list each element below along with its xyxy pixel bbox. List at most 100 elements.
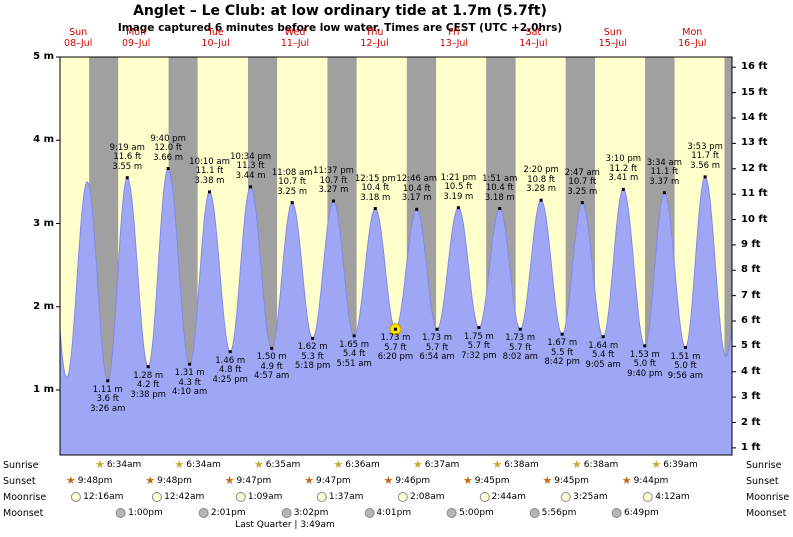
moonset-time: 5:00pm (459, 508, 494, 518)
moonset-time: 1:00pm (128, 508, 163, 518)
sunset-star-icon: ★ (65, 474, 76, 487)
moonset-time: 5:56pm (541, 508, 577, 518)
tide-extremum-dot (621, 187, 625, 191)
sunrise-time: 6:34am (106, 460, 142, 470)
low-tide-label: 1.73 m 5.7 ft 6:54 am (411, 334, 463, 363)
sunrise-star-icon: ★ (253, 458, 264, 471)
day-date: 08–Jul (64, 38, 93, 49)
tide-extremum-dot (662, 191, 666, 195)
moonset-entry: 1:00pm (116, 507, 163, 519)
tide-extremum-dot (703, 175, 707, 179)
sunset-star-icon: ★ (224, 474, 235, 487)
tide-time: 3:10 pm (605, 154, 642, 165)
sunrise-entry: ★ 6:39am (651, 459, 697, 471)
y-axis-label-ft: 10 ft (741, 213, 768, 225)
tide-extremum-dot (518, 327, 522, 331)
moonrise-entry: 1:37am (316, 491, 363, 503)
sunrise-entry: ★ 6:38am (572, 459, 618, 471)
moonrise-entry: 4:12am (643, 491, 690, 503)
moonrise-icon (643, 492, 654, 502)
moonrise-icon (235, 492, 246, 502)
tide-height-ft: 5.5 ft (550, 347, 574, 358)
sunset-star-icon: ★ (383, 474, 394, 487)
day-name: Tue (207, 27, 224, 38)
moonset-entry: 6:49pm (612, 507, 659, 519)
y-axis-label-m: 5 m (33, 51, 54, 62)
tide-extremum-dot (249, 185, 253, 189)
tide-extremum-dot (560, 332, 564, 336)
tide-height-m: 1.50 m (256, 352, 287, 363)
moonset-entry: 3:02pm (281, 507, 328, 519)
tide-height-m: 3.17 m (401, 193, 432, 204)
low-tide-label: 1.65 m 5.4 ft 5:51 am (328, 339, 380, 370)
day-label: Sun 08–Jul (64, 27, 92, 49)
tide-time: 8:42 pm (544, 357, 580, 368)
tide-time: 4:57 am (254, 371, 290, 382)
tide-time: 3:26 am (90, 403, 126, 414)
sunrise-time: 6:37am (424, 460, 460, 470)
tide-time: 10:34 pm (230, 151, 271, 162)
low-tide-label: 1.28 m 4.2 ft 3:38 pm (122, 371, 174, 401)
y-axis-label-m: 2 m (33, 300, 54, 312)
y-axis-label-ft: 5 ft (741, 340, 761, 352)
tide-height-m: 3.18 m (360, 192, 391, 203)
high-tide-label: 12:15 pm 10.4 ft 3.18 m (349, 174, 401, 204)
tide-height-m: 1.65 m (339, 339, 370, 350)
y-axis-label-ft: 8 ft (741, 264, 761, 276)
tide-height-ft: 11.1 ft (650, 167, 679, 178)
tide-extremum-dot (311, 336, 315, 340)
tide-height-m: 1.75 m (463, 331, 494, 342)
tide-height-ft: 4.3 ft (178, 377, 201, 388)
high-tide-label: 3:34 am 11.1 ft 3.37 m (638, 158, 690, 188)
moonset-entry: 4:01pm (364, 507, 411, 519)
sunset-star-icon: ★ (145, 474, 156, 487)
tide-extremum-dot (498, 207, 502, 211)
day-date: 13–Jul (439, 38, 469, 49)
tide-height-ft: 11.1 ft (195, 166, 224, 177)
tide-extremum-dot (228, 350, 232, 354)
day-date: 10–Jul (201, 38, 230, 49)
tide-time: 4:10 am (172, 387, 208, 398)
day-label: Mon 09–Jul (122, 27, 150, 49)
sunset-entry: ★ 9:46pm (384, 475, 431, 487)
moonrise-time: 2:08am (410, 492, 445, 502)
tide-height-m: 1.64 m (588, 340, 619, 351)
moonrise-time: 12:42am (164, 492, 205, 502)
tide-height-ft: 5.4 ft (342, 349, 366, 360)
day-label: Thu 12–Jul (360, 27, 388, 49)
sunset-time: 9:46pm (395, 476, 431, 486)
high-tide-label: 10:10 am 11.1 ft 3.38 m (184, 156, 236, 187)
high-tide-label: 12:46 am 10.4 ft 3.17 m (391, 175, 443, 204)
tide-height-m: 3.25 m (567, 186, 598, 197)
tide-height-m: 3.25 m (277, 186, 308, 197)
sunrise-star-icon: ★ (174, 458, 185, 471)
sunrise-entry: ★ 6:34am (95, 459, 141, 471)
sunrise-entry: ★ 6:37am (413, 459, 459, 471)
sunrise-entry: ★ 6:38am (492, 459, 538, 471)
tide-time: 9:40 pm (150, 133, 186, 144)
tide-height-m: 1.31 m (174, 368, 205, 379)
tide-extremum-dot (331, 199, 335, 203)
high-tide-label: 3:10 pm 11.2 ft 3.41 m (597, 155, 649, 184)
tide-height-m: 1.51 m (670, 351, 701, 362)
sunrise-time: 6:36am (345, 460, 380, 470)
tide-height-ft: 11.7 ft (691, 151, 720, 162)
tide-time: 11:37 pm (313, 166, 354, 177)
moonset-time: 2:01pm (210, 508, 246, 518)
tide-time: 7:32 pm (461, 350, 497, 361)
day-name: Fri (448, 27, 460, 38)
tide-time: 10:10 am (189, 156, 230, 167)
sunset-entry: ★ 9:44pm (622, 475, 669, 487)
tide-extremum-dot (125, 176, 129, 180)
chart-subtitle: Image captured 6 minutes before low wate… (117, 22, 563, 34)
tide-time: 11:08 am (271, 167, 313, 178)
day-label: Tue 10–Jul (201, 27, 229, 49)
y-axis-label-ft: 13 ft (741, 137, 768, 149)
sunset-time: 9:44pm (633, 476, 669, 486)
sunrise-entry: ★ 6:36am (333, 459, 379, 471)
tide-height-ft: 10.7 ft (278, 177, 307, 188)
y-axis-label-ft: 15 ft (741, 86, 768, 98)
y-axis-label-m: 3 m (33, 217, 54, 229)
